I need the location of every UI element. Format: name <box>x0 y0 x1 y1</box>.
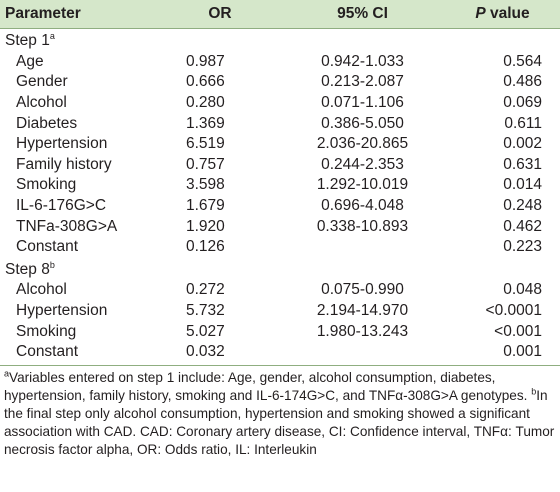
section-row: Step 1a <box>0 29 560 52</box>
p-value-cell: 0.631 <box>503 155 542 173</box>
section-row: Step 8b <box>0 258 560 281</box>
p-value-cell: 0.611 <box>504 114 542 132</box>
table-row: IL-6-176G>C 1.679 0.696-4.048 0.248 <box>0 196 560 217</box>
results-table-container: Parameter OR 95% CI P value Step 1a Age 0.… <box>0 0 560 459</box>
parameter-cell: Alcohol <box>16 94 67 112</box>
ci-cell: 2.194-14.970 <box>316 302 409 320</box>
p-value-cell: <0.0001 <box>485 302 542 320</box>
parameter-cell: Alcohol <box>16 281 67 299</box>
header-p-suffix: value <box>485 5 530 22</box>
table-body: Step 1a Age 0.987 0.942-1.033 0.564 Gender 0.6… <box>0 29 560 363</box>
ci-cell: 1.980-13.243 <box>316 322 409 340</box>
or-cell: 1.920 <box>186 217 225 235</box>
table-row: Gender 0.666 0.213-2.087 0.486 <box>0 72 560 93</box>
or-cell: 5.027 <box>186 322 225 340</box>
p-value-cell: 0.001 <box>503 343 542 361</box>
parameter-cell: Smoking <box>16 322 77 340</box>
header-or: OR <box>160 0 280 29</box>
ci-cell: 2.036-20.865 <box>316 135 409 153</box>
parameter-cell: Constant <box>16 238 79 256</box>
p-value-cell: 0.462 <box>503 217 542 235</box>
header-p-value: P value <box>445 0 560 29</box>
table-row: Family history 0.757 0.244-2.353 0.631 <box>0 155 560 176</box>
section-label: Step 8b <box>0 258 560 281</box>
p-value-cell: 0.002 <box>503 135 542 153</box>
parameter-cell: Constant <box>16 343 79 361</box>
section-title: Step 8 <box>5 260 50 278</box>
p-value-cell: 0.486 <box>503 73 542 91</box>
table-row: Hypertension 5.732 2.194-14.970 <0.0001 <box>0 301 560 322</box>
parameter-cell: Hypertension <box>16 302 108 320</box>
table-row: Constant 0.126 0.223 <box>0 237 560 258</box>
parameter-cell: Age <box>16 52 44 70</box>
or-cell: 0.757 <box>186 155 225 173</box>
footnote-marker-a: a <box>4 367 10 378</box>
ci-cell: 1.292-10.019 <box>316 176 409 194</box>
table-bottom-rule <box>0 364 560 366</box>
header-row: Parameter OR 95% CI P value <box>0 0 560 29</box>
or-cell: 1.369 <box>186 114 225 132</box>
or-cell: 0.272 <box>186 281 225 299</box>
ci-cell: 0.696-4.048 <box>321 197 404 215</box>
parameter-cell: Diabetes <box>16 114 78 132</box>
ci-cell: 0.244-2.353 <box>321 155 404 173</box>
ci-cell <box>280 342 445 363</box>
p-value-cell: 0.248 <box>503 197 542 215</box>
ci-cell: 0.075-0.990 <box>321 281 404 299</box>
p-value-cell: 0.564 <box>503 52 542 70</box>
p-value-cell: 0.069 <box>503 94 542 112</box>
footnote-text-a: Variables entered on step 1 include: Age… <box>4 369 532 403</box>
header-ci: 95% CI <box>280 0 445 29</box>
ci-cell: 0.338-10.893 <box>316 217 409 235</box>
ci-cell <box>280 237 445 258</box>
parameter-cell: Hypertension <box>16 135 108 153</box>
footnote-marker-b: b <box>531 385 537 396</box>
header-parameter: Parameter <box>0 0 160 29</box>
or-cell: 5.732 <box>186 302 225 320</box>
section-footnote-marker: b <box>49 259 55 270</box>
or-cell: 0.987 <box>186 52 225 70</box>
or-cell: 1.679 <box>186 197 225 215</box>
regression-table: Parameter OR 95% CI P value Step 1a Age 0.… <box>0 0 560 363</box>
or-cell: 0.666 <box>186 73 225 91</box>
table-row: Smoking 5.027 1.980-13.243 <0.001 <box>0 321 560 342</box>
or-cell: 6.519 <box>186 135 225 153</box>
table-row: Alcohol 0.272 0.075-0.990 0.048 <box>0 280 560 301</box>
table-row: Diabetes 1.369 0.386-5.050 0.611 <box>0 113 560 134</box>
ci-cell: 0.386-5.050 <box>321 114 404 132</box>
or-cell: 0.032 <box>186 343 225 361</box>
table-row: Smoking 3.598 1.292-10.019 0.014 <box>0 175 560 196</box>
ci-cell: 0.213-2.087 <box>321 73 404 91</box>
or-cell: 0.280 <box>186 94 225 112</box>
table-row: Age 0.987 0.942-1.033 0.564 <box>0 52 560 73</box>
ci-cell: 0.071-1.106 <box>321 94 404 112</box>
header-p-letter: P <box>475 5 486 22</box>
p-value-cell: 0.014 <box>503 176 542 194</box>
section-label: Step 1a <box>0 29 560 52</box>
p-value-cell: 0.223 <box>503 238 542 256</box>
p-value-cell: 0.048 <box>503 281 542 299</box>
section-footnote-marker: a <box>49 31 55 42</box>
ci-cell: 0.942-1.033 <box>321 52 404 70</box>
table-row: Constant 0.032 0.001 <box>0 342 560 363</box>
parameter-cell: TNFa-308G>A <box>16 217 118 235</box>
table-row: Alcohol 0.280 0.071-1.106 0.069 <box>0 93 560 114</box>
or-cell: 3.598 <box>186 176 225 194</box>
table-row: TNFa-308G>A 1.920 0.338-10.893 0.462 <box>0 216 560 237</box>
parameter-cell: Gender <box>16 73 68 91</box>
section-title: Step 1 <box>5 32 50 50</box>
table-row: Hypertension 6.519 2.036-20.865 0.002 <box>0 134 560 155</box>
parameter-cell: Smoking <box>16 176 77 194</box>
p-value-cell: <0.001 <box>494 322 542 340</box>
footnote-text-b: In the final step only alcohol consumpti… <box>4 387 555 457</box>
table-footnote: aVariables entered on step 1 include: Ag… <box>0 366 560 459</box>
parameter-cell: IL-6-176G>C <box>16 197 107 215</box>
parameter-cell: Family history <box>16 155 112 173</box>
or-cell: 0.126 <box>186 238 225 256</box>
